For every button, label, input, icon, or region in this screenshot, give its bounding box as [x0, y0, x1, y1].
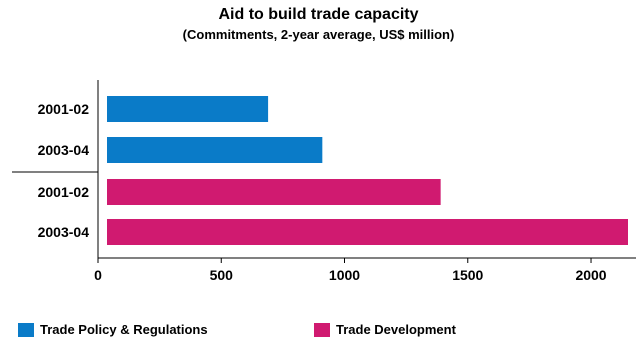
- category-label: 2003-04: [38, 142, 90, 158]
- legend-swatch-trade-policy: [18, 322, 34, 337]
- bar-series-1-2001-02: [107, 179, 441, 205]
- legend-label-trade-policy: Trade Policy & Regulations: [40, 322, 208, 337]
- bar-series-0-2001-02: [107, 96, 269, 122]
- bar-series-0-2003-04: [107, 137, 323, 163]
- x-tick-label: 0: [94, 267, 102, 283]
- x-tick-label: 1500: [452, 267, 483, 283]
- category-label: 2001-02: [38, 184, 90, 200]
- bar-series-1-2003-04: [107, 219, 628, 245]
- x-tick-label: 500: [210, 267, 234, 283]
- legend-item-trade-policy: Trade Policy & Regulations: [18, 322, 208, 337]
- x-tick-label: 2000: [575, 267, 606, 283]
- legend-label-trade-development: Trade Development: [336, 322, 456, 337]
- category-label: 2003-04: [38, 224, 90, 240]
- chart-subtitle: (Commitments, 2-year average, US$ millio…: [182, 27, 455, 42]
- legend-item-trade-development: Trade Development: [314, 322, 456, 337]
- chart-title: Aid to build trade capacity: [218, 6, 419, 23]
- category-label: 2001-02: [38, 101, 90, 117]
- legend-swatch-trade-development: [314, 322, 330, 337]
- x-tick-label: 1000: [329, 267, 360, 283]
